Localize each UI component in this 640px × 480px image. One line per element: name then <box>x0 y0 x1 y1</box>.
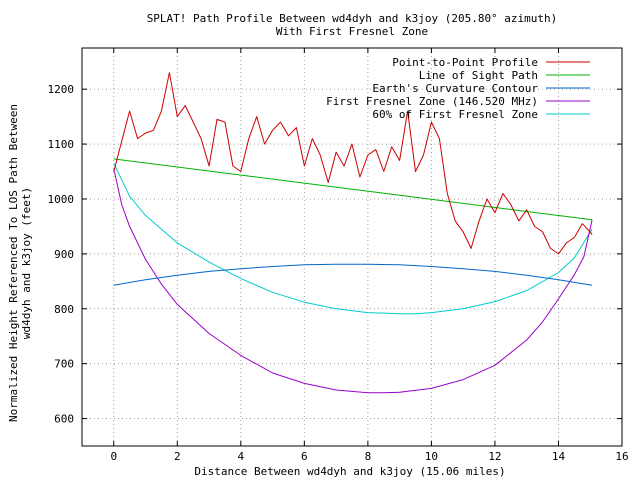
series-line-point-to-point-profile <box>113 72 593 255</box>
legend-label: First Fresnel Zone (146.520 MHz) <box>326 95 538 108</box>
y-tick-label: 1200 <box>48 83 75 96</box>
x-axis-label: Distance Between wd4dyh and k3joy (15.06… <box>194 465 505 478</box>
y-tick-label: 900 <box>54 248 74 261</box>
data-series <box>113 72 593 394</box>
x-tick-label: 16 <box>615 450 628 463</box>
y-axis-label-line-2: wd4dyh and k3joy (feet) <box>20 187 33 339</box>
x-tick-label: 8 <box>365 450 372 463</box>
series-line-first-fresnel-zone-146-520-mhz <box>113 168 593 394</box>
x-tick-label: 6 <box>301 450 308 463</box>
x-tick-label: 4 <box>238 450 245 463</box>
plot-border <box>81 47 623 447</box>
y-axis-label-line-1: Normalized Height Referenced To LOS Path… <box>7 104 20 422</box>
x-tick-label: 10 <box>425 450 438 463</box>
x-tick-label: 14 <box>552 450 566 463</box>
chart-subtitle: With First Fresnel Zone <box>276 25 428 38</box>
legend-label: Line of Sight Path <box>419 69 538 82</box>
y-tick-label: 1100 <box>48 138 75 151</box>
y-tick-label: 600 <box>54 413 74 426</box>
series-line-line-of-sight-path <box>113 158 593 221</box>
x-tick-label: 0 <box>110 450 117 463</box>
series-line-earth-s-curvature-contour <box>113 263 593 286</box>
y-tick-label: 700 <box>54 358 74 371</box>
y-tick-label: 1000 <box>48 193 75 206</box>
x-tick-label: 12 <box>488 450 501 463</box>
y-tick-label: 800 <box>54 303 74 316</box>
series-line-60-of-first-fresnel-zone <box>113 163 593 315</box>
axes: 0 2 4 6 8 10 12 14 16 600 700 800 900 1000 1100 1200 <box>48 47 629 463</box>
legend-label: Earth's Curvature Contour <box>372 82 538 95</box>
legend-label: Point-to-Point Profile <box>392 56 538 69</box>
legend-label: 60% of First Fresnel Zone <box>372 108 538 121</box>
x-tick-label: 2 <box>174 450 181 463</box>
chart-title: SPLAT! Path Profile Between wd4dyh and k… <box>147 12 558 25</box>
